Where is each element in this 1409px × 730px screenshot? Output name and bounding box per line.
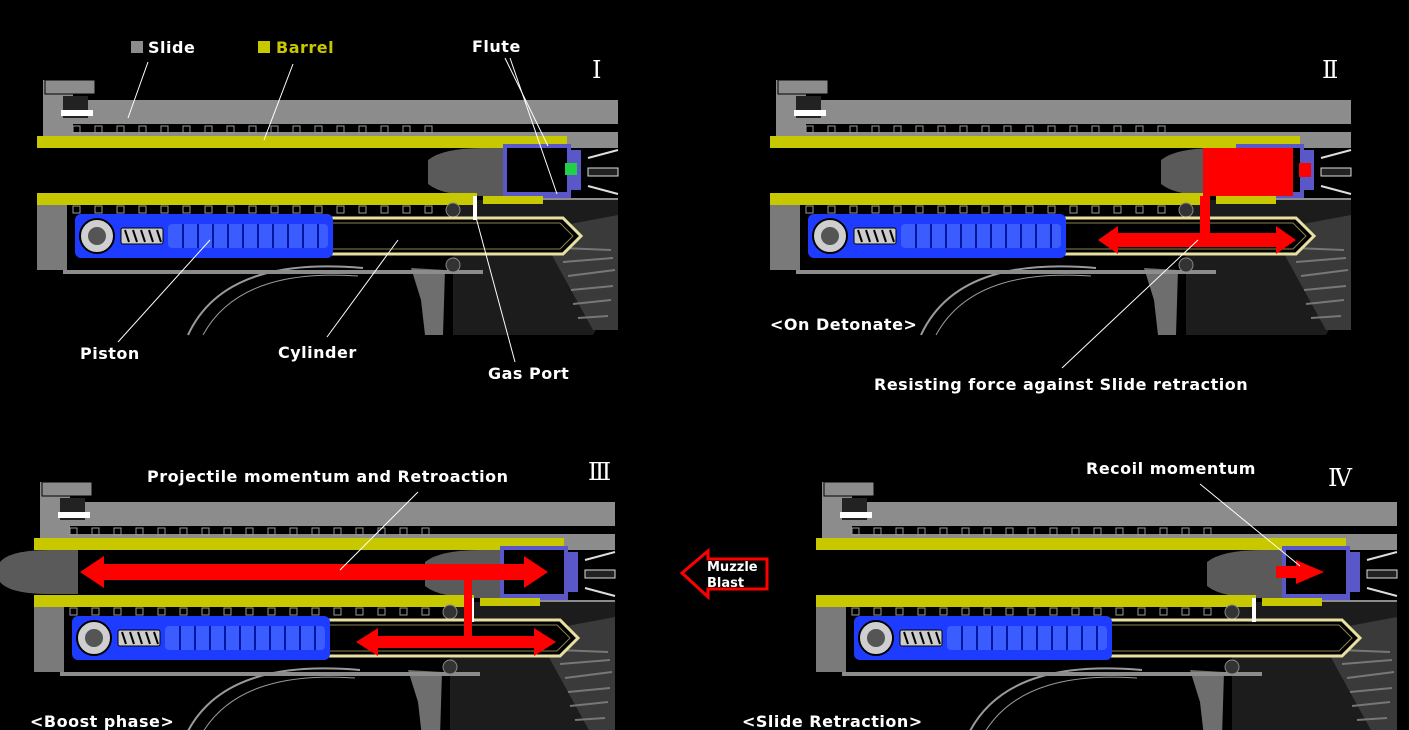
projectile — [0, 550, 78, 594]
double-arrow-momentum — [80, 556, 548, 588]
label-flute: Flute — [472, 37, 521, 56]
gas-port-flow — [464, 580, 472, 636]
phase-label-3: <Boost phase> — [30, 712, 174, 730]
annotation-resisting-force: Resisting force against Slide retraction — [874, 375, 1248, 394]
panel-numeral-1: I — [592, 56, 601, 84]
panel-2: Ⅱ <On Detonate> Resisting force against … — [768, 56, 1353, 394]
legend-barrel: Barrel — [276, 38, 334, 57]
recoil-arrow-shaft — [1276, 566, 1300, 578]
phase-label-4: <Slide Retraction> — [742, 712, 923, 730]
double-arrow-cylinder — [356, 628, 556, 656]
gas-expansion — [1203, 148, 1293, 196]
slide-swatch — [131, 41, 143, 53]
barrel-swatch — [258, 41, 270, 53]
panel-4: Muzzle Blast Ⅳ Recoil momentum <Slide Re… — [679, 459, 1399, 730]
label-piston: Piston — [80, 344, 140, 363]
leader-line — [339, 491, 419, 571]
leader-line — [1061, 239, 1199, 369]
phase-label-2: <On Detonate> — [770, 315, 917, 334]
panel-numeral-3: Ⅲ — [588, 458, 611, 486]
label-cylinder: Cylinder — [278, 343, 357, 362]
leader-line — [1199, 483, 1301, 567]
annotation-projectile-momentum: Projectile momentum and Retroaction — [147, 467, 509, 486]
panel-1: Slide Barrel Flute I Piston Cylinder Gas… — [35, 37, 620, 383]
primer-indicator — [565, 163, 577, 175]
label-gas-port: Gas Port — [488, 364, 569, 383]
muzzle-blast-line-2: Blast — [707, 576, 744, 591]
gas-port-flow — [1200, 196, 1210, 236]
panel-numeral-4: Ⅳ — [1328, 464, 1353, 492]
muzzle-blast-line-1: Muzzle — [707, 560, 758, 575]
legend-slide: Slide — [148, 38, 195, 57]
panel-3: Ⅲ Projectile momentum and Retroaction <B… — [0, 458, 617, 730]
panel-numeral-2: Ⅱ — [1322, 56, 1338, 84]
muzzle-blast-arrow — [679, 547, 769, 601]
primer-fired — [1299, 163, 1311, 177]
leader-lines — [117, 57, 558, 363]
double-arrow-resisting — [1098, 226, 1296, 254]
annotation-recoil-momentum: Recoil momentum — [1086, 459, 1256, 478]
